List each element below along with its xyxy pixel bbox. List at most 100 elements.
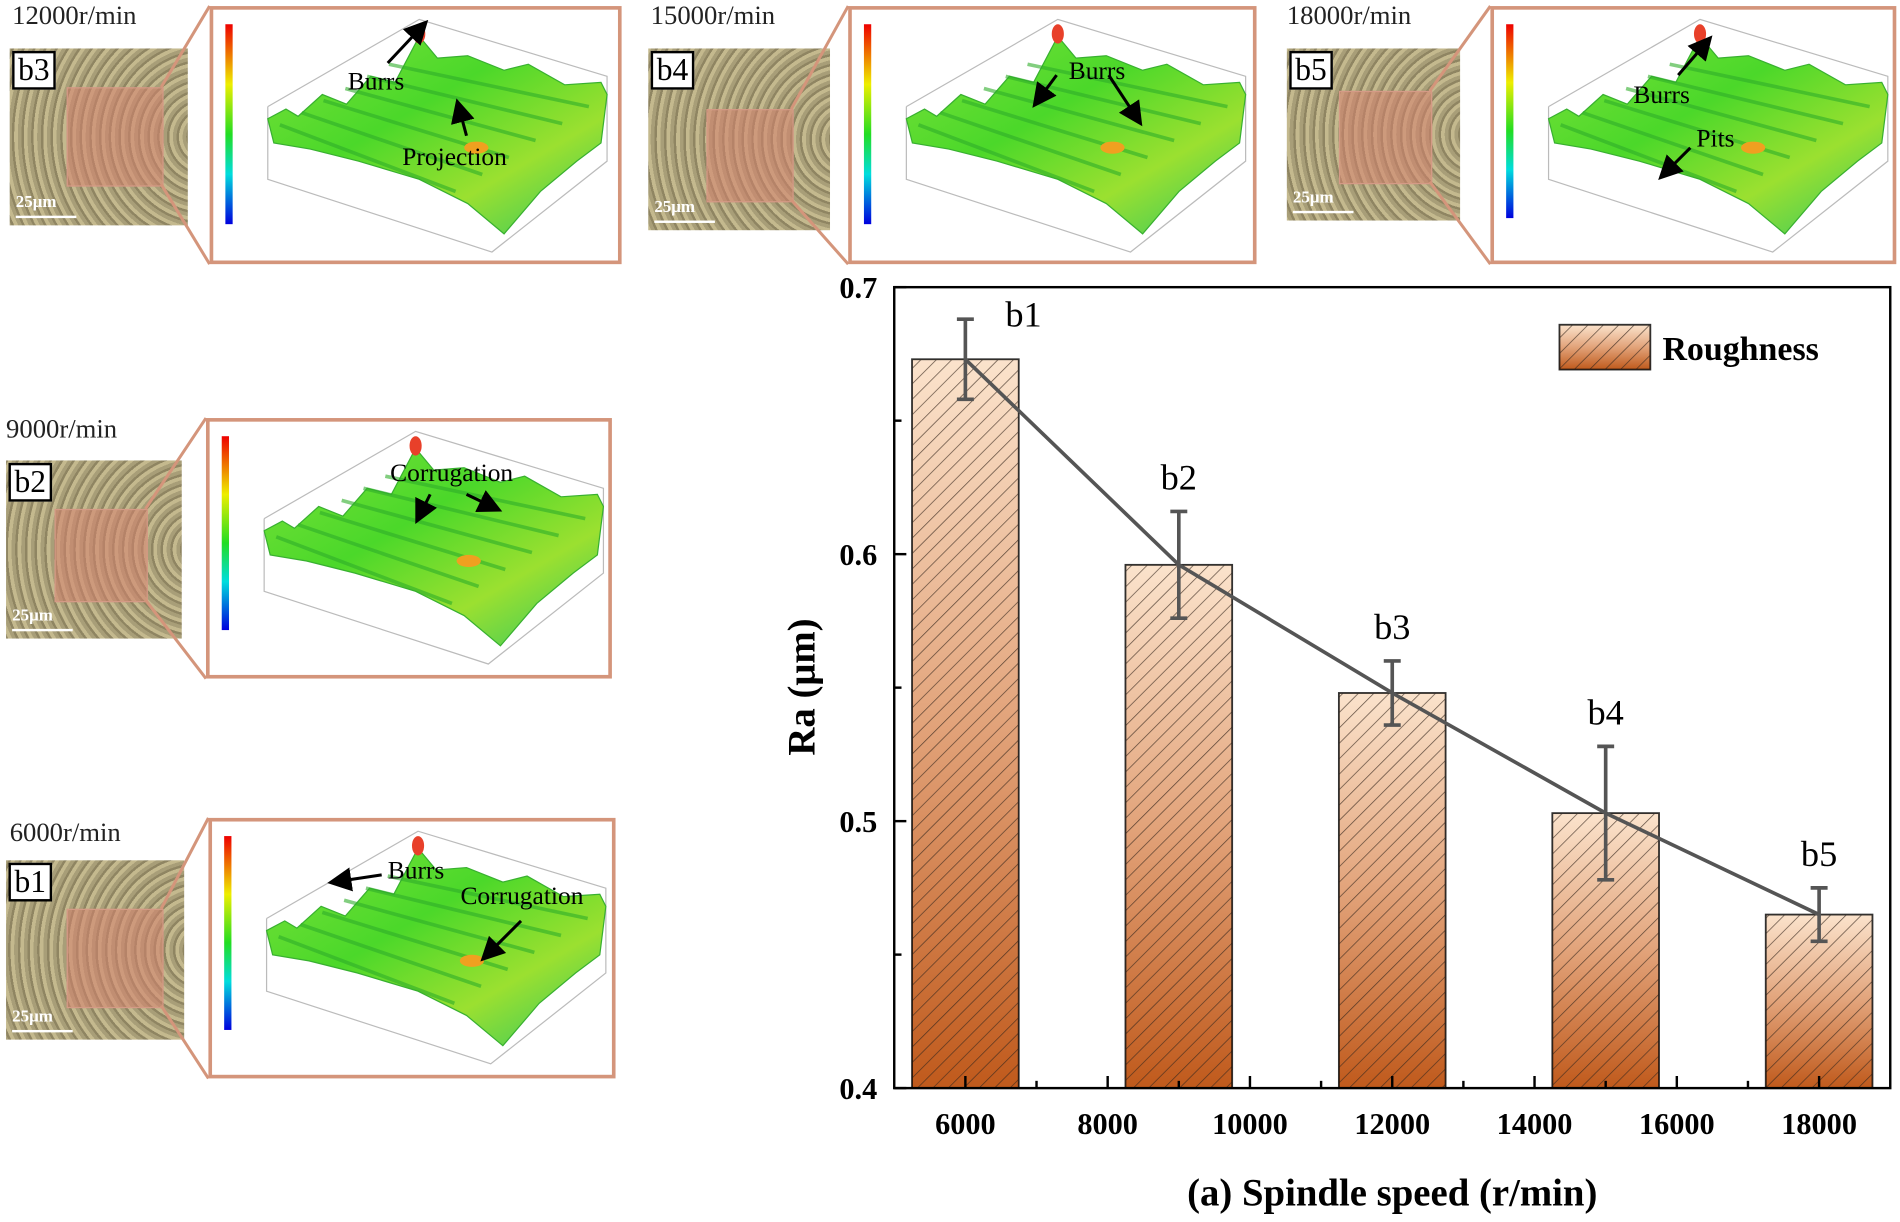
connector-line — [159, 1004, 210, 1080]
connector-line — [144, 598, 208, 680]
panel-id-label: b3 — [12, 50, 56, 90]
speed-label: 15000r/min — [650, 0, 776, 31]
annotation-label: Burrs — [347, 66, 405, 96]
surface-peak — [1100, 141, 1125, 154]
color-scale-bar — [1506, 24, 1514, 219]
x-axis-label: (a) Spindle speed (r/min) — [1187, 1172, 1597, 1215]
zoom-region — [706, 109, 794, 203]
color-scale-bar — [225, 24, 233, 225]
annotation-label: Pits — [1696, 123, 1735, 153]
color-scale-bar — [863, 24, 872, 225]
scale-bar: 25μm — [1292, 189, 1354, 214]
bar-hatch — [1764, 913, 1874, 1090]
zoom-region — [66, 908, 164, 1009]
annotation-arrow — [451, 98, 475, 137]
surface-ridge — [278, 934, 456, 1005]
y-tick-label: 0.4 — [839, 1072, 877, 1106]
surface-3d-box — [205, 418, 612, 679]
surface-peak — [409, 436, 422, 456]
surface-ridge — [365, 886, 562, 938]
annotation-arrow — [1107, 74, 1143, 127]
data-label: b4 — [1588, 693, 1624, 733]
color-scale-bar — [221, 436, 230, 631]
surface-ridge — [387, 874, 589, 921]
data-label: b2 — [1161, 458, 1197, 498]
connector-line — [1428, 180, 1492, 266]
surface-peak — [459, 954, 485, 967]
panel-id-label: b2 — [8, 462, 53, 502]
x-tick-label: 18000 — [1781, 1107, 1857, 1141]
annotation-label: Burrs — [1633, 79, 1690, 110]
surface-3d-box — [848, 6, 1257, 265]
bounding-box-outline — [265, 830, 607, 1065]
surface-ridge — [1027, 62, 1228, 109]
surface-ridge — [301, 110, 483, 177]
annotation-arrow — [1677, 35, 1713, 77]
x-tick-label: 16000 — [1639, 1107, 1715, 1141]
panel-id-label: b5 — [1289, 50, 1333, 90]
surface-ridge — [275, 535, 453, 606]
surface-ridge — [1560, 123, 1738, 194]
surface-peak — [464, 141, 489, 154]
connector-line — [159, 183, 211, 265]
annotation-label: Corrugation — [390, 458, 514, 488]
surface-ridge — [1669, 62, 1871, 109]
surface-peak — [456, 554, 481, 568]
annotation-label: Corrugation — [460, 880, 584, 910]
micrograph: b3 25μm — [9, 48, 188, 226]
y-tick-label: 0.5 — [839, 805, 877, 839]
connector-line — [789, 5, 850, 110]
surface-ridge — [299, 922, 482, 989]
bounding-box-outline — [905, 18, 1247, 253]
data-label: b5 — [1801, 834, 1837, 874]
annotation-label: Burrs — [387, 855, 445, 885]
surface-ridge — [1625, 86, 1817, 143]
surface-plot — [1506, 18, 1889, 253]
zoom-region — [54, 508, 148, 603]
bar-hatch — [1124, 563, 1234, 1090]
x-tick-label: 14000 — [1497, 1107, 1573, 1141]
annotation-arrow — [327, 867, 382, 892]
micrograph: b5 25μm — [1286, 48, 1461, 221]
surface-ridge — [983, 86, 1175, 143]
surface-ridge — [1581, 110, 1764, 177]
surface-ridge — [341, 498, 533, 555]
legend-label: Roughness — [1662, 331, 1818, 368]
annotation-arrow — [415, 493, 438, 525]
scale-bar: 25μm — [12, 607, 73, 632]
data-label: b3 — [1374, 607, 1410, 647]
annotation-arrow — [386, 19, 429, 65]
data-label: b1 — [1005, 294, 1041, 334]
annotation-arrow — [1032, 74, 1058, 108]
surface-ridge — [917, 123, 1095, 194]
scale-bar: 25μm — [654, 199, 715, 223]
x-tick-label: 6000 — [935, 1107, 996, 1141]
connector-line — [159, 817, 210, 910]
speed-label: 6000r/min — [9, 816, 121, 847]
zoom-region — [66, 87, 164, 187]
surface-3d-box — [209, 6, 622, 265]
x-tick-label: 8000 — [1077, 1107, 1138, 1141]
bounding-box-outline — [267, 18, 608, 253]
speed-label: 9000r/min — [6, 413, 118, 444]
surface-peak — [411, 836, 425, 856]
scale-bar: 25μm — [15, 194, 77, 219]
bounding-box-outline — [1547, 18, 1889, 253]
legend-swatch-hatch — [1558, 323, 1652, 371]
surface-ridge — [939, 110, 1122, 177]
micrograph: b2 25μm — [6, 460, 182, 639]
surface-plot — [221, 430, 605, 665]
connector-line — [1428, 5, 1492, 92]
surface-ridge — [344, 86, 537, 143]
bar-hatch — [911, 358, 1020, 1090]
x-tick-label: 12000 — [1354, 1107, 1430, 1141]
surface-peak — [1741, 141, 1766, 154]
color-scale-bar — [224, 836, 232, 1030]
surface-plot — [863, 18, 1247, 253]
annotation-arrow — [465, 490, 503, 512]
panel-id-label: b4 — [650, 50, 695, 90]
micrograph: b4 25μm — [648, 48, 831, 231]
panel-id-label: b1 — [8, 862, 53, 902]
